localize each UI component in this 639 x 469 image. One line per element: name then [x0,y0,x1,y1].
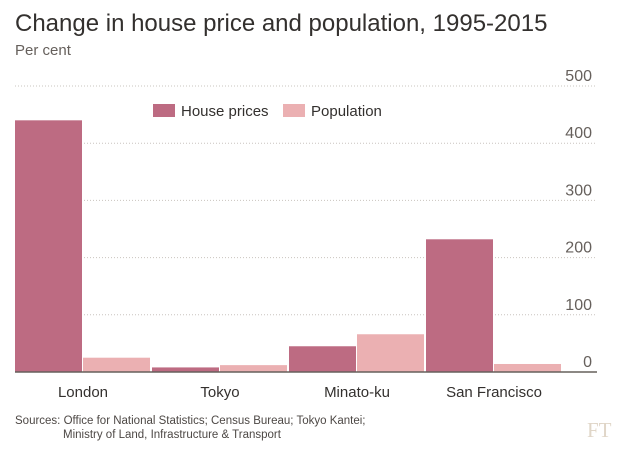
x-tick-label-minato-ku: Minato-ku [324,384,390,401]
source-note: Sources: Office for National Statistics;… [15,414,366,442]
legend-swatch-house-prices [153,104,175,117]
x-tick-label-tokyo: Tokyo [200,384,239,401]
y-tick-label-100: 100 [565,297,592,314]
bar-population-minato-ku [357,334,424,372]
bar-population-london [83,357,150,372]
chart-subtitle: Per cent [15,42,71,59]
bar-house-prices-san-francisco [426,239,493,372]
bar-house-prices-tokyo [152,367,219,372]
y-tick-label-0: 0 [583,354,592,371]
source-line-2: Ministry of Land, Infrastructure & Trans… [63,429,281,441]
bar-house-prices-minato-ku [289,346,356,372]
y-tick-label-500: 500 [565,68,592,85]
y-tick-label-300: 300 [565,182,592,199]
bar-population-san-francisco [494,363,561,372]
chart-title: Change in house price and population, 19… [15,10,548,37]
ft-logo: FT [587,418,612,442]
x-tick-label-london: London [58,384,108,401]
bar-population-tokyo [220,365,287,372]
source-line-1: Sources: Office for National Statistics;… [15,415,366,427]
x-tick-label-san-francisco: San Francisco [446,384,542,401]
legend-swatch-population [283,104,305,117]
legend-label-population: Population [311,103,382,120]
y-tick-label-400: 400 [565,125,592,142]
y-tick-label-200: 200 [565,240,592,257]
legend-label-house-prices: House prices [181,103,269,120]
bar-house-prices-london [15,120,82,372]
